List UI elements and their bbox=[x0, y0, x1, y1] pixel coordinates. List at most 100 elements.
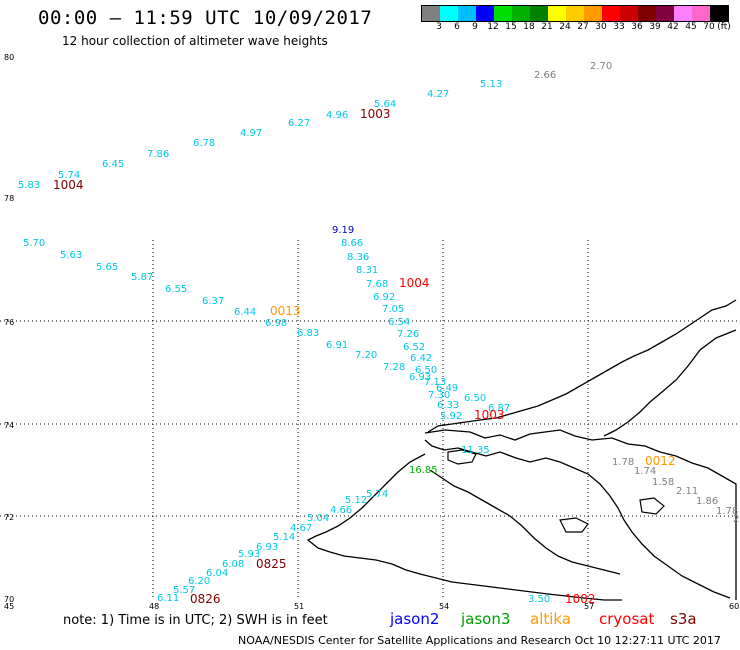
coastline bbox=[306, 299, 737, 601]
legend-label: 70 bbox=[703, 22, 715, 32]
wave-height-value: 6.87 bbox=[488, 403, 510, 414]
legend-label: 6 bbox=[454, 22, 460, 32]
wave-height-value: 6.08 bbox=[222, 559, 244, 570]
legend-label: 27 bbox=[577, 22, 589, 32]
wave-height-value: 6.27 bbox=[288, 118, 310, 129]
wave-height-value: 7.13 bbox=[424, 377, 446, 388]
wave-height-value: 5.74 bbox=[58, 170, 80, 181]
legend-swatch bbox=[692, 6, 710, 21]
wave-height-value: 6.37 bbox=[202, 296, 224, 307]
longitude-label: 45 bbox=[4, 602, 14, 611]
legend-label: 39 bbox=[649, 22, 661, 32]
wave-height-value: 5.87 bbox=[131, 272, 153, 283]
wave-height-value: 6.83 bbox=[297, 328, 319, 339]
latitude-label: 80 bbox=[4, 53, 14, 62]
wave-height-value: 5.14 bbox=[273, 532, 295, 543]
wave-height-value: 5.93 bbox=[238, 549, 260, 560]
wave-height-value: 6.42 bbox=[410, 353, 432, 364]
color-scale-legend bbox=[421, 5, 729, 22]
pass-time-label: 1002 bbox=[565, 592, 596, 606]
legend-label: 24 bbox=[559, 22, 571, 32]
legend-swatch bbox=[656, 6, 674, 21]
wave-height-value: 1.78 bbox=[716, 506, 738, 517]
pass-time-label: 1003 bbox=[474, 408, 505, 422]
wave-height-value: 6.44 bbox=[234, 307, 256, 318]
legend-swatch bbox=[476, 6, 494, 21]
wave-height-value: 6.92 bbox=[373, 292, 395, 303]
wave-height-value: 1.86 bbox=[696, 496, 718, 507]
land-outline bbox=[424, 299, 737, 600]
wave-height-value: 6.49 bbox=[436, 383, 458, 394]
latitude-labels: 80 78 76 74 72 70 bbox=[4, 53, 14, 604]
legend-swatch bbox=[638, 6, 656, 21]
longitude-label: 54 bbox=[439, 602, 449, 611]
longitude-labels: 45 48 51 54 57 60 bbox=[4, 602, 739, 611]
wave-height-value: 16.85 bbox=[409, 465, 438, 476]
wave-height-value: 4.27 bbox=[427, 89, 449, 100]
wave-height-value: 4.97 bbox=[240, 128, 262, 139]
legend-label: 33 bbox=[613, 22, 625, 32]
wave-height-value: 6.45 bbox=[102, 159, 124, 170]
legend-label: 42 bbox=[667, 22, 679, 32]
longitude-label: 51 bbox=[294, 602, 304, 611]
wave-height-value: 6.55 bbox=[165, 284, 187, 295]
wave-height-value: 1.74 bbox=[634, 466, 656, 477]
legend-swatch bbox=[440, 6, 458, 21]
wave-height-value: 7.26 bbox=[397, 329, 419, 340]
wave-height-value: 7.30 bbox=[428, 390, 450, 401]
legend-cryosat: cryosat bbox=[599, 610, 655, 628]
footer-note: note: 1) Time is in UTC; 2) SWH is in fe… bbox=[63, 613, 328, 628]
wave-height-value: 6.20 bbox=[188, 576, 210, 587]
map-title: 00:00 – 11:59 UTC 10/09/2017 bbox=[38, 7, 373, 29]
wave-height-value: 4.67 bbox=[290, 523, 312, 534]
wave-height-value: 6.11 bbox=[157, 593, 179, 604]
wave-height-value: 1.78 bbox=[612, 457, 634, 468]
pass-time-label: 0013 bbox=[270, 304, 301, 318]
pass-time-label: 1004 bbox=[399, 276, 430, 290]
longitude-label: 60 bbox=[729, 602, 739, 611]
wave-height-value: 2.11 bbox=[676, 486, 698, 497]
pass-time-label: 0825 bbox=[256, 557, 287, 571]
wave-height-value: 7.20 bbox=[355, 350, 377, 361]
legend-swatch bbox=[530, 6, 548, 21]
legend-label: 18 bbox=[523, 22, 535, 32]
latitude-label: 70 bbox=[4, 595, 14, 604]
wave-height-value: 9.19 bbox=[332, 225, 354, 236]
wave-height-value: 5.65 bbox=[96, 262, 118, 273]
wave-height-value: 5.92 bbox=[440, 411, 462, 422]
wave-height-value: 3.50 bbox=[528, 594, 550, 605]
wave-height-value: 5.13 bbox=[480, 79, 502, 90]
wave-height-value: 4.66 bbox=[330, 505, 352, 516]
wave-height-value: 5.83 bbox=[18, 180, 40, 191]
wave-height-value: 5.63 bbox=[60, 250, 82, 261]
latitude-label: 74 bbox=[4, 421, 14, 430]
graticule bbox=[0, 240, 740, 600]
wave-height-value: 7.68 bbox=[366, 279, 388, 290]
latitude-label: 76 bbox=[4, 318, 14, 327]
wave-height-value: 6.91 bbox=[326, 340, 348, 351]
legend-jason2: jason2 bbox=[390, 610, 440, 628]
legend-label: 45 bbox=[685, 22, 697, 32]
legend-swatch bbox=[458, 6, 476, 21]
wave-height-value: 7.05 bbox=[382, 304, 404, 315]
legend-altika: altika bbox=[530, 610, 572, 628]
pass-time-label: 1004 bbox=[53, 178, 84, 192]
pass-time-label: 1003 bbox=[360, 107, 391, 121]
legend-label: 9 bbox=[472, 22, 478, 32]
wave-height-value: 6.52 bbox=[403, 342, 425, 353]
legend-label: (ft) bbox=[717, 22, 731, 32]
legend-label: 30 bbox=[595, 22, 607, 32]
legend-swatch bbox=[548, 6, 566, 21]
wave-height-value: 5.74 bbox=[366, 489, 388, 500]
wave-height-value: 2.70 bbox=[590, 61, 612, 72]
wave-height-value: 6.93 bbox=[256, 542, 278, 553]
observation-labels: 2.662.705.134.275.6410034.966.274.976.78… bbox=[18, 61, 739, 606]
wave-height-value: 6.04 bbox=[206, 568, 228, 579]
wave-height-value: 4.96 bbox=[326, 110, 348, 121]
legend-label: 36 bbox=[631, 22, 643, 32]
pass-time-label: 0826 bbox=[190, 592, 221, 606]
legend-swatch bbox=[494, 6, 512, 21]
legend-swatch bbox=[602, 6, 620, 21]
credit-line: NOAA/NESDIS Center for Satellite Applica… bbox=[238, 634, 721, 647]
